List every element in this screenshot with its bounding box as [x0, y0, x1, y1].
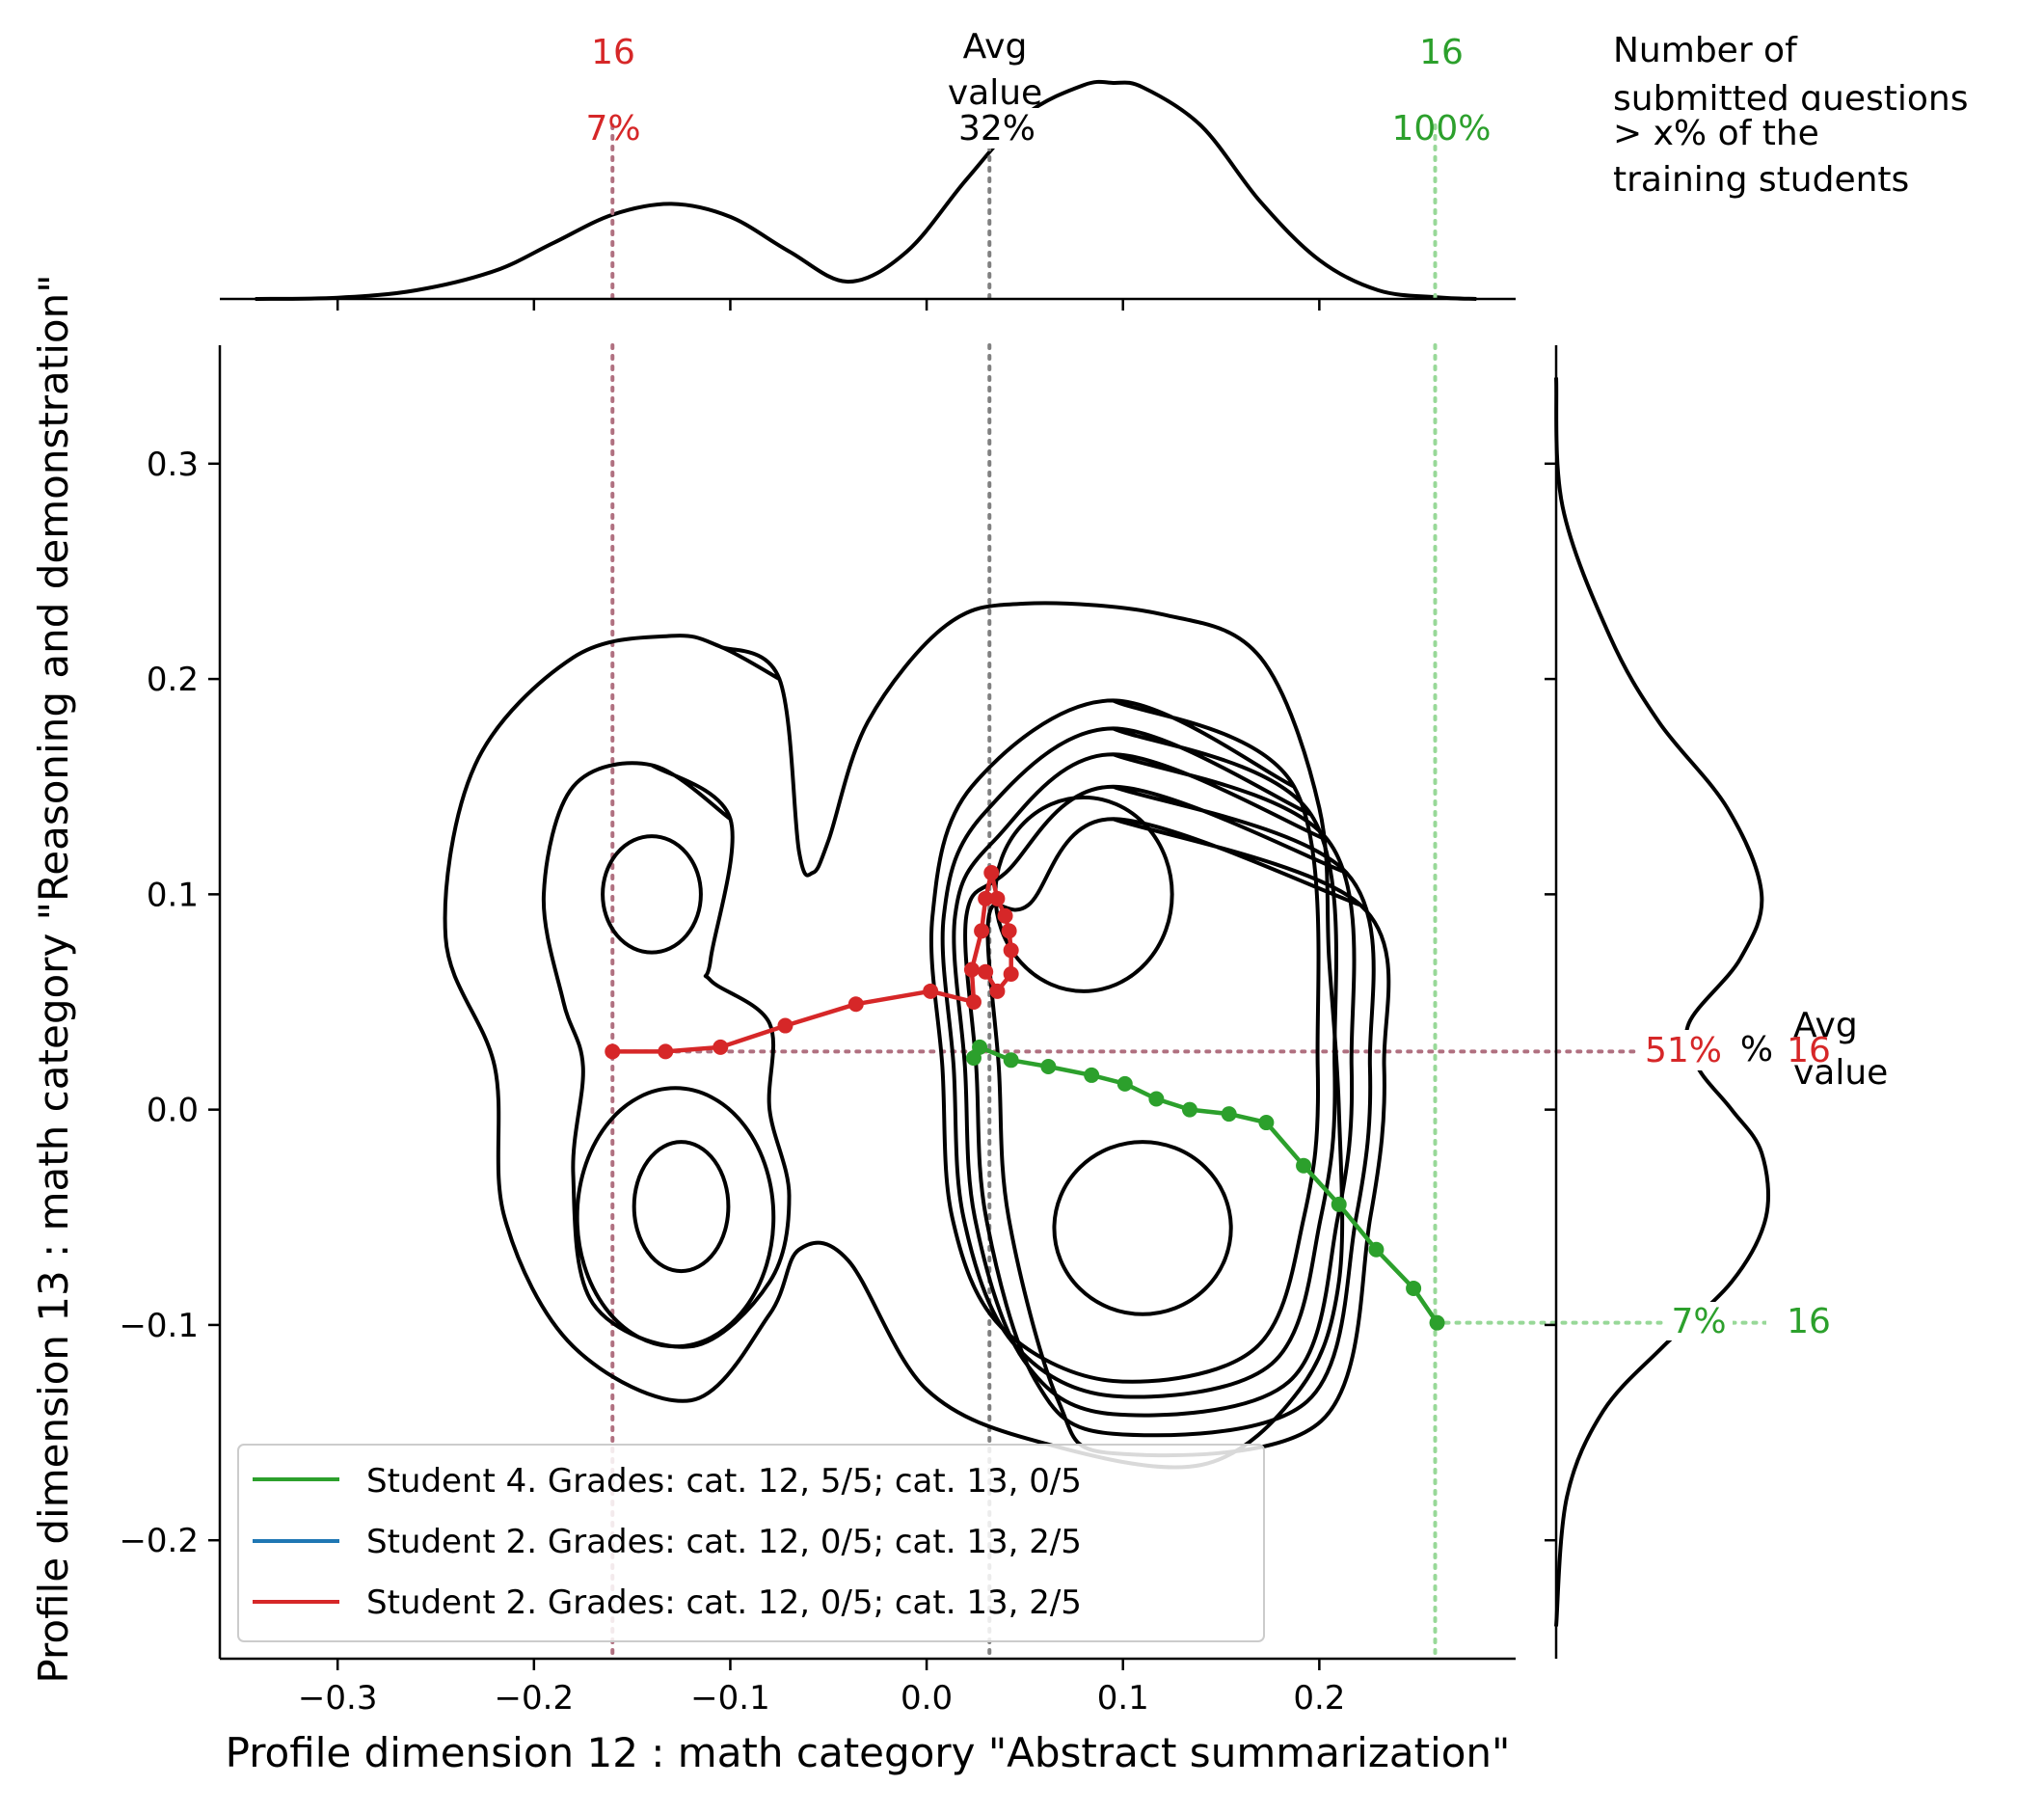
series-0-point-7 — [1181, 1101, 1197, 1118]
top-avg-pct: 32% — [958, 109, 1035, 149]
right-density-curve — [1554, 377, 1771, 1627]
series-0-point-9 — [1258, 1115, 1275, 1131]
top-green-count: 16 — [1419, 33, 1464, 72]
y-tick-label-4: 0.2 — [147, 661, 199, 699]
caption-line-3: > x% of the — [1613, 114, 1819, 153]
legend-entry-green: Student 4. Grades: cat. 12, 5/5; cat. 13… — [366, 1462, 1082, 1501]
x-tick-label-3: 0.0 — [901, 1679, 953, 1718]
kde-contour-right-4 — [928, 698, 1321, 1384]
series-2-point-6 — [965, 994, 982, 1010]
series-line-0 — [972, 1044, 1439, 1324]
legend: Student 4. Grades: cat. 12, 5/5; cat. 13… — [237, 1444, 1265, 1642]
x-tick-label-1: −0.2 — [495, 1679, 575, 1718]
top-avg-label-1: Avg — [963, 27, 1028, 67]
top-red-count: 16 — [591, 33, 635, 72]
axes: −0.3 −0.2 −0.1 0.0 0.1 0.2 −0.2 −0.1 0.0 0.1 0.2 0.… — [119, 297, 1558, 1718]
right-red-count: 16 — [1787, 1031, 1831, 1070]
y-tick-label-5: 0.3 — [147, 446, 199, 484]
reference-lines — [610, 123, 1810, 1661]
x-tick-label-4: 0.1 — [1097, 1679, 1149, 1718]
kde-contour-4 — [1052, 1140, 1233, 1316]
student-trajectories — [605, 865, 1445, 1331]
kde-contour-right-2 — [952, 752, 1357, 1418]
top-avg-label-2: value — [948, 73, 1042, 113]
kde-contour-right-1 — [963, 784, 1376, 1438]
x-tick-label-5: 0.2 — [1293, 1679, 1345, 1718]
series-0-point-3 — [1040, 1058, 1057, 1074]
series-2-point-12 — [997, 907, 1013, 924]
series-2-point-8 — [974, 923, 990, 939]
series-0-point-4 — [1084, 1067, 1100, 1083]
right-green-pct: 7% — [1671, 1302, 1726, 1341]
series-2-point-13 — [1001, 923, 1017, 939]
x-tick-label-2: −0.1 — [690, 1679, 770, 1718]
y-tick-label-0: −0.2 — [119, 1522, 199, 1560]
series-2-point-5 — [923, 983, 939, 999]
series-0-point-10 — [1296, 1157, 1312, 1174]
series-2-point-4 — [847, 996, 864, 1013]
series-2-point-7 — [963, 961, 980, 978]
caption-line-4: training students — [1613, 160, 1909, 200]
series-2-point-0 — [605, 1043, 621, 1060]
series-2-point-3 — [777, 1017, 793, 1034]
kde-contour-outer — [443, 601, 1345, 1470]
legend-entry-red: Student 2. Grades: cat. 12, 0/5; cat. 13… — [366, 1583, 1082, 1622]
top-density-curve — [255, 79, 1477, 301]
kde-contours — [443, 601, 1391, 1470]
kde-contour-0 — [601, 834, 703, 955]
annotations: 16 7% Avg value 32% 16 100% Number of su… — [585, 27, 2034, 1341]
series-0-point-1 — [972, 1039, 988, 1055]
legend-entry-blue: Student 2. Grades: cat. 12, 0/5; cat. 13… — [366, 1523, 1082, 1561]
series-2-point-11 — [989, 890, 1006, 906]
y-tick-label-1: −0.1 — [119, 1307, 199, 1345]
top-red-pct: 7% — [585, 109, 640, 149]
x-tick-label-0: −0.3 — [298, 1679, 378, 1718]
y-tick-label-2: 0.0 — [147, 1092, 199, 1130]
right-avg-pct: % — [1740, 1030, 1773, 1069]
series-2-point-17 — [978, 963, 994, 980]
right-red-pct: 51% — [1645, 1031, 1722, 1070]
kde-contour-1 — [632, 1140, 731, 1274]
series-0-point-11 — [1331, 1196, 1347, 1212]
series-2-point-10 — [983, 865, 1000, 881]
series-0-point-5 — [1116, 1075, 1133, 1092]
legend-box — [237, 1444, 1265, 1642]
x-axis-label: Profile dimension 12 : math category "Ab… — [226, 1729, 1511, 1776]
right-marginal-density — [1554, 377, 1771, 1627]
series-2-point-15 — [1003, 965, 1019, 982]
kde-contour-right-3 — [940, 726, 1338, 1399]
series-2-point-1 — [658, 1043, 674, 1060]
right-avg-label-2: value — [1793, 1053, 1888, 1093]
series-0-point-2 — [1003, 1052, 1019, 1069]
kde-contour-2 — [575, 1086, 776, 1349]
series-0-point-13 — [1406, 1280, 1422, 1296]
y-axis-label: Profile dimension 13 : math category "Re… — [30, 274, 77, 1683]
y-tick-label-3: 0.1 — [147, 876, 199, 914]
series-0-point-8 — [1221, 1106, 1237, 1123]
series-2-point-16 — [989, 983, 1006, 999]
caption-line-1: Number of — [1613, 31, 1798, 70]
series-2-point-2 — [713, 1039, 729, 1055]
top-green-pct: 100% — [1392, 109, 1492, 149]
series-2-point-9 — [978, 890, 994, 906]
top-marginal-density — [255, 79, 1477, 301]
right-avg-label-1: Avg — [1793, 1006, 1858, 1045]
kde-contour-left-mid — [541, 761, 792, 1349]
series-0-point-12 — [1368, 1241, 1385, 1258]
series-0-point-6 — [1148, 1091, 1165, 1107]
right-green-count: 16 — [1787, 1302, 1831, 1341]
series-2-point-14 — [1003, 942, 1019, 959]
series-0-point-14 — [1429, 1314, 1445, 1331]
